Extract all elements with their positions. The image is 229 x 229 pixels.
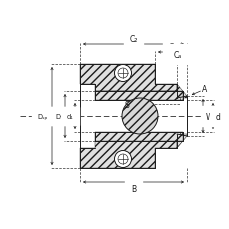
Polygon shape xyxy=(176,85,186,98)
Text: A: A xyxy=(202,84,207,93)
Text: C: C xyxy=(168,42,173,51)
Text: B: B xyxy=(130,185,136,194)
Polygon shape xyxy=(50,40,226,188)
Polygon shape xyxy=(95,132,182,141)
Polygon shape xyxy=(80,65,182,98)
Polygon shape xyxy=(95,92,182,101)
Text: d₁: d₁ xyxy=(66,114,73,120)
Circle shape xyxy=(114,151,131,168)
Text: W: W xyxy=(205,112,213,121)
Text: Dₛₚ: Dₛₚ xyxy=(38,114,48,120)
Text: D₁: D₁ xyxy=(55,114,63,120)
Polygon shape xyxy=(80,134,182,168)
Circle shape xyxy=(121,98,157,134)
Text: C₂: C₂ xyxy=(129,34,137,43)
Text: Cₐ: Cₐ xyxy=(173,50,181,59)
Text: d: d xyxy=(215,112,219,121)
Text: S: S xyxy=(124,100,129,109)
Circle shape xyxy=(114,65,131,82)
Polygon shape xyxy=(176,134,186,148)
